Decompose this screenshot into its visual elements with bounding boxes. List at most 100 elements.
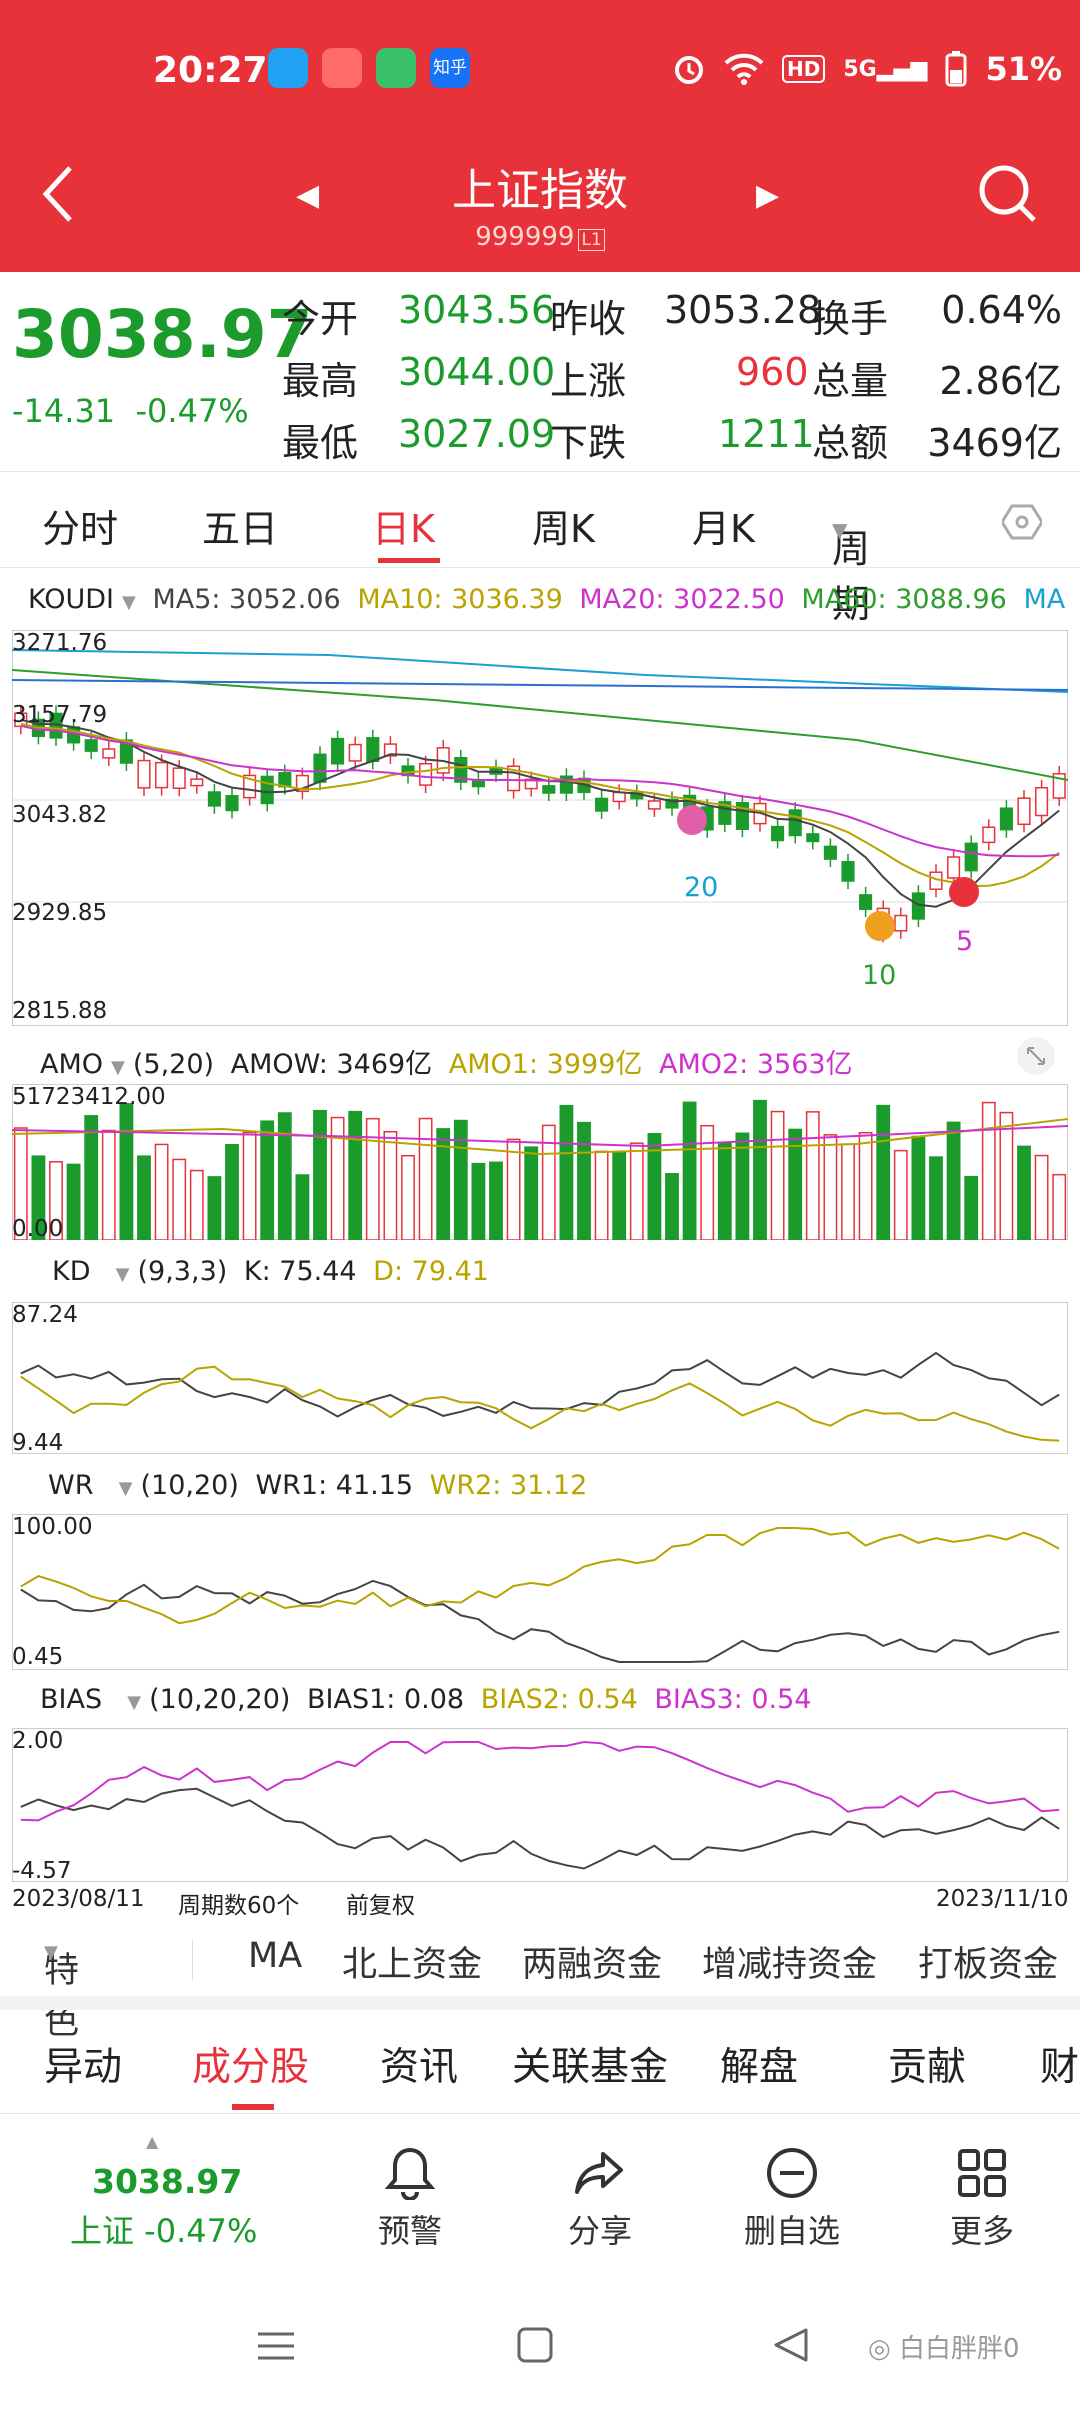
ma5-line <box>20 718 1060 908</box>
kline-y-label: 2815.88 <box>12 998 108 1024</box>
tab-daily-k[interactable]: 日K <box>372 507 435 551</box>
chart-frame <box>12 1514 1068 1670</box>
feature-northbound[interactable]: 北上资金 <box>342 1945 483 1985</box>
kd-chart <box>12 1302 1068 1454</box>
more-button[interactable]: 更多 <box>922 2146 1042 2252</box>
amo-indicator-select[interactable]: AMO <box>40 1049 104 1080</box>
bottom-price[interactable]: 3038.97 <box>92 2162 243 2201</box>
volume-bar <box>612 1151 627 1240</box>
quote-row: 最高 3044.00 上涨 960 总量 2.86亿 <box>282 350 1062 403</box>
menu-icon[interactable] <box>256 2326 296 2366</box>
quote-row: 最低 3027.09 下跌 1211 总额 3469亿 <box>282 412 1062 465</box>
wifi-icon <box>724 53 764 85</box>
volume-bar <box>524 1146 539 1240</box>
battery-percent: 51% <box>985 50 1063 88</box>
indicator-line <box>20 1787 1060 1870</box>
hd-badge: HD <box>782 55 826 83</box>
volume-bar <box>277 1112 292 1240</box>
candle-body <box>419 762 433 786</box>
date-start: 2023/08/11 <box>12 1886 145 1912</box>
gem-marker-label: 5 <box>956 926 974 957</box>
search-icon[interactable] <box>976 162 1038 224</box>
status-bar: 20:27 知乎 HD 5G▂▄▆ 51% <box>0 46 1080 96</box>
candle-body <box>366 737 380 762</box>
tab-finance[interactable]: 财 <box>1040 2045 1080 2090</box>
tab-monthly-k[interactable]: 月K <box>692 507 755 551</box>
feature-margin[interactable]: 两融资金 <box>522 1945 663 1985</box>
share-icon <box>575 2152 623 2194</box>
prev-index-icon[interactable]: ◀ <box>296 178 320 213</box>
tab-alerts[interactable]: 异动 <box>44 2045 123 2090</box>
candle-body <box>1035 786 1049 817</box>
bottom-name[interactable]: 上证 -0.47% <box>70 2212 258 2250</box>
tab-analysis[interactable]: 解盘 <box>720 2045 799 2090</box>
feature-ma[interactable]: MA <box>248 1936 303 1976</box>
tab-news[interactable]: 资讯 <box>380 2045 459 2090</box>
back-nav-icon[interactable] <box>772 2326 810 2364</box>
candle-body <box>718 801 732 825</box>
active-tab-indicator <box>232 2104 274 2110</box>
period-tabs: 分时 五日 日K 周K 月K 周期 ▼ <box>0 478 1080 626</box>
expand-icon[interactable] <box>1016 1036 1056 1076</box>
back-icon[interactable] <box>38 164 78 224</box>
bias-y-label: 2.00 <box>12 1728 64 1754</box>
volume-bar <box>348 1110 363 1240</box>
candle-body <box>507 765 521 792</box>
candle-body <box>806 833 820 843</box>
quote-panel: 3038.97 -14.31 -0.47% 今开 3043.56 昨收 3053… <box>0 272 1080 472</box>
level-badge: L1 <box>578 229 605 251</box>
volume-bar <box>805 1111 820 1240</box>
volume-bar <box>365 1117 380 1240</box>
candle-body <box>172 767 186 790</box>
indicator-select[interactable]: KOUDI <box>28 584 114 615</box>
watermark: ◎ 白白胖胖0 <box>868 2334 1020 2364</box>
volume-bar <box>66 1163 81 1240</box>
quote-row: 今开 3043.56 昨收 3053.28 换手 0.64% <box>282 288 1062 341</box>
bilibili-app-icon <box>268 48 308 88</box>
share-button[interactable]: 分享 <box>540 2146 660 2252</box>
volume-bar <box>418 1117 433 1240</box>
divider <box>192 1940 193 1980</box>
volume-bar <box>330 1116 345 1240</box>
volume-bar <box>84 1115 99 1240</box>
feature-row: 特色 ▼ MA 北上资金 两融资金 增减持资金 打板资金 <box>44 1936 1059 2042</box>
kd-y-label: 87.24 <box>12 1302 78 1328</box>
volume-bar <box>665 1173 679 1240</box>
tab-five-day[interactable]: 五日 <box>202 507 279 551</box>
tab-contribution[interactable]: 贡献 <box>888 2045 967 2090</box>
index-code: 999999 L1 <box>0 222 1080 252</box>
indicator-line <box>20 1351 1060 1418</box>
tab-intraday[interactable]: 分时 <box>42 507 119 551</box>
tab-weekly-k[interactable]: 周K <box>532 507 595 551</box>
kline-y-label: 3043.82 <box>12 802 108 828</box>
kline-chart[interactable] <box>12 630 1068 1026</box>
volume-bar <box>242 1131 257 1240</box>
volume-bar <box>647 1133 662 1240</box>
wr-indicator-select[interactable]: WR <box>48 1470 94 1501</box>
candle-body <box>612 791 626 803</box>
indicator-line <box>20 1365 1060 1442</box>
volume-bar <box>753 1099 767 1240</box>
settings-hexagon-icon[interactable] <box>1002 502 1042 542</box>
candle-body <box>348 743 362 762</box>
candle-body <box>331 737 345 765</box>
section-separator <box>0 1996 1080 2010</box>
gem-marker-label: 10 <box>862 960 897 991</box>
volume-bar <box>559 1104 574 1240</box>
tab-related-funds[interactable]: 关联基金 <box>512 2045 669 2090</box>
kd-indicator-select[interactable]: KD <box>52 1256 91 1287</box>
volume-bar <box>770 1110 785 1240</box>
home-icon[interactable] <box>516 2326 554 2364</box>
candle-body <box>84 739 98 752</box>
chart-frame <box>12 1302 1068 1454</box>
candle-body <box>735 802 749 830</box>
bias-indicator-select[interactable]: BIAS <box>40 1684 103 1715</box>
feature-limitup[interactable]: 打板资金 <box>918 1945 1059 1985</box>
remove-watchlist-button[interactable]: 删自选 <box>732 2146 852 2252</box>
wr-legend: WR ▼ (10,20) WR1: 41.15 WR2: 31.12 <box>48 1470 588 1501</box>
alert-button[interactable]: 预警 <box>350 2146 470 2252</box>
candle-body <box>155 761 169 789</box>
feature-holdings[interactable]: 增减持资金 <box>702 1945 878 1985</box>
next-index-icon[interactable]: ▶ <box>756 178 780 213</box>
tab-constituents[interactable]: 成分股 <box>192 2045 310 2090</box>
